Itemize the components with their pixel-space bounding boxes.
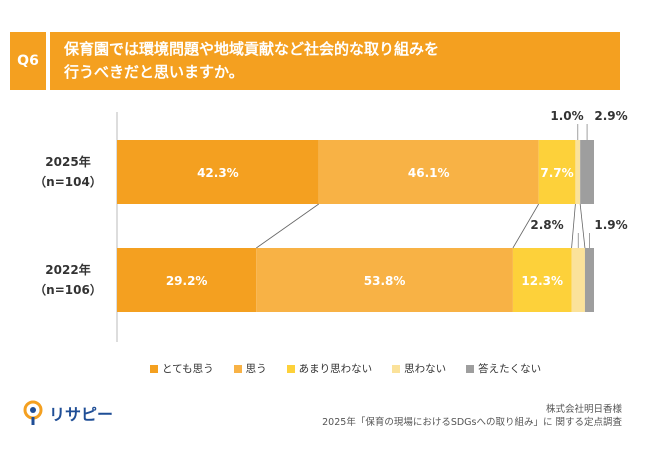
question-number-badge: Q6	[10, 32, 46, 90]
question-title-line-2: 行うべきだと思いますか。	[64, 63, 244, 81]
data-label: 29.2%	[166, 274, 208, 288]
footer-company: 株式会社明日香様	[545, 404, 622, 415]
brand-name: リサピー	[49, 405, 114, 424]
data-label: 12.3%	[521, 274, 563, 288]
legend-item-very-much: とても思う	[150, 361, 214, 376]
data-label: 7.7%	[540, 166, 573, 180]
data-label: 42.3%	[197, 166, 239, 180]
legend-item-disagree: 思わない	[392, 361, 446, 376]
legend-label: 思う	[245, 363, 267, 375]
bar-segment	[318, 140, 539, 204]
brand-logo: リサピー	[22, 400, 113, 426]
category-sample-size: （n=104）	[34, 174, 102, 189]
bar-segment	[256, 248, 513, 312]
legend-swatch	[233, 364, 242, 373]
connector-line	[571, 203, 576, 249]
source-footer: 株式会社明日香様 2025年「保育の現場におけるSDGsへの取り組み」に 関する…	[322, 403, 622, 429]
legend-swatch	[286, 364, 295, 373]
footer-survey: 2025年「保育の現場におけるSDGsへの取り組み」に 関する定点調査	[322, 417, 622, 428]
question-number: Q6	[17, 53, 39, 69]
bar-segment	[584, 248, 594, 312]
legend-label: とても思う	[162, 363, 214, 375]
data-label-outside: 1.0%	[550, 109, 583, 123]
question-title-line-1: 保育園では環境問題や地域貢献など社会的な取り組みを	[64, 40, 440, 58]
category-label: 2025年	[45, 154, 90, 169]
legend-label: あまり思わない	[298, 363, 373, 375]
legend-label: 思わない	[404, 363, 447, 375]
bar-segment	[117, 248, 257, 312]
question-title: 保育園では環境問題や地域貢献など社会的な取り組みを 行うべきだと思いますか。	[50, 32, 620, 90]
legend-item-agree: 思う	[233, 361, 267, 376]
chart-legend: とても思う 思う あまり思わない 思わない 答えたくない	[150, 361, 541, 376]
bar-segment	[575, 140, 581, 204]
data-label-outside: 2.9%	[594, 109, 627, 123]
magnifier-pin-icon	[23, 400, 43, 425]
data-label: 46.1%	[408, 166, 450, 180]
connector-line	[512, 203, 540, 249]
category-label: 2022年	[45, 262, 90, 277]
category-sample-size: （n=106）	[34, 282, 102, 297]
bar-segment	[571, 248, 585, 312]
legend-label: 答えたくない	[478, 363, 542, 375]
data-label-outside: 1.9%	[594, 218, 627, 232]
data-label: 53.8%	[364, 274, 406, 288]
bar-segment	[512, 248, 572, 312]
data-label-outside: 2.8%	[530, 218, 563, 232]
legend-swatch	[392, 364, 401, 373]
legend-item-no-answer: 答えたくない	[466, 361, 541, 376]
legend-swatch	[466, 364, 475, 373]
bar-segment	[538, 140, 576, 204]
connector-line	[579, 203, 586, 249]
legend-item-not-much: あまり思わない	[286, 361, 373, 376]
bar-segment	[580, 140, 594, 204]
legend-swatch	[150, 364, 158, 373]
bar-segment	[117, 140, 319, 204]
connector-line	[256, 203, 320, 249]
